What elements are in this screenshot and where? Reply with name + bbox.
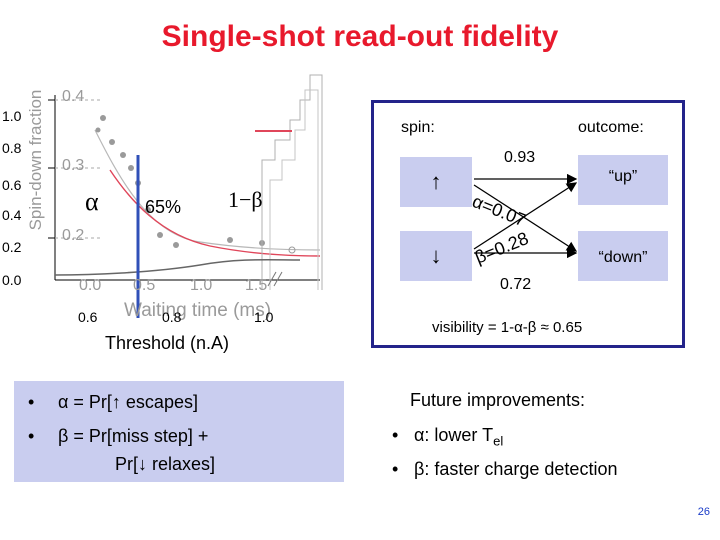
y-tick: 0.4	[2, 207, 22, 223]
inset-y-tick: 0.2	[62, 227, 85, 244]
bullet-marker: •	[28, 426, 35, 446]
y-tick: 0.0	[2, 272, 22, 288]
beta-definition-cont: Pr[↓ relaxes]	[115, 454, 216, 474]
plot-graphic	[48, 74, 323, 318]
spin-up-box: ↑	[400, 157, 472, 207]
down-outcome-box: “down”	[578, 231, 668, 281]
slide-title: Single-shot read-out fidelity	[161, 20, 559, 53]
improvement-beta: β: faster charge detection	[414, 459, 618, 479]
future-heading: Future improvements:	[410, 390, 586, 410]
inset-x-tick: 0.0	[79, 277, 102, 294]
bullet-marker: •	[392, 425, 399, 445]
x-axis-label: Threshold (n.A)	[105, 333, 230, 353]
prob-down-down: 0.72	[500, 276, 532, 293]
page-number: 26	[697, 506, 710, 518]
y-tick: 0.8	[2, 140, 22, 156]
y-tick: 1.0	[2, 108, 22, 124]
inset-x-label: Waiting time (ms)	[124, 300, 272, 321]
alpha-definition: α = Pr[↑ escapes]	[58, 392, 198, 412]
outcome-label: outcome:	[578, 119, 644, 136]
readout-panel: spin: outcome: ↑ ↓ “up” “down” 0.93 0.72…	[371, 100, 685, 348]
down-arrow-icon: ↓	[430, 243, 442, 268]
percent-label: 65%	[145, 197, 182, 217]
up-arrow-icon: ↑	[430, 169, 442, 194]
left-bullet-box: • α = Pr[↑ escapes] • β = Pr[miss step] …	[14, 381, 344, 482]
x-tick: 0.8	[162, 309, 182, 325]
y-tick: 0.6	[2, 177, 22, 193]
beta-definition: β = Pr[miss step] +	[58, 426, 209, 446]
prob-up-up: 0.93	[504, 149, 536, 166]
down-outcome: “down”	[598, 249, 648, 266]
bullet-marker: •	[392, 459, 399, 479]
spin-label: spin:	[401, 119, 435, 136]
improvement-alpha: α: lower Tel	[414, 425, 503, 449]
inset-y-tick: 0.4	[62, 88, 85, 105]
transition-arrows	[473, 173, 578, 259]
alpha-label: α	[85, 187, 99, 216]
one-minus-beta-label: 1−β	[228, 187, 263, 212]
inset-y-tick: 0.3	[62, 157, 85, 174]
inset-x-tick: 1.5	[245, 277, 268, 294]
x-tick: 0.6	[78, 309, 98, 325]
inset-y-label-wrap: Spin-down fraction	[21, 60, 51, 270]
visibility-formula: visibility = 1-α-β ≈ 0.65	[432, 319, 583, 336]
inset-x-tick: 0.5	[133, 277, 156, 294]
x-tick: 1.0	[254, 309, 274, 325]
inset-y-label: Spin-down fraction	[26, 89, 45, 231]
up-outcome-box: “up”	[578, 155, 668, 205]
bullet-marker: •	[28, 392, 35, 412]
improvement-alpha-sub: el	[493, 433, 504, 449]
inset-x-tick: 1.0	[190, 277, 213, 294]
up-outcome: “up”	[608, 168, 638, 185]
spin-down-box: ↓	[400, 231, 472, 281]
improvement-alpha-text: α: lower T	[414, 425, 494, 445]
y-tick: 0.2	[2, 239, 22, 255]
